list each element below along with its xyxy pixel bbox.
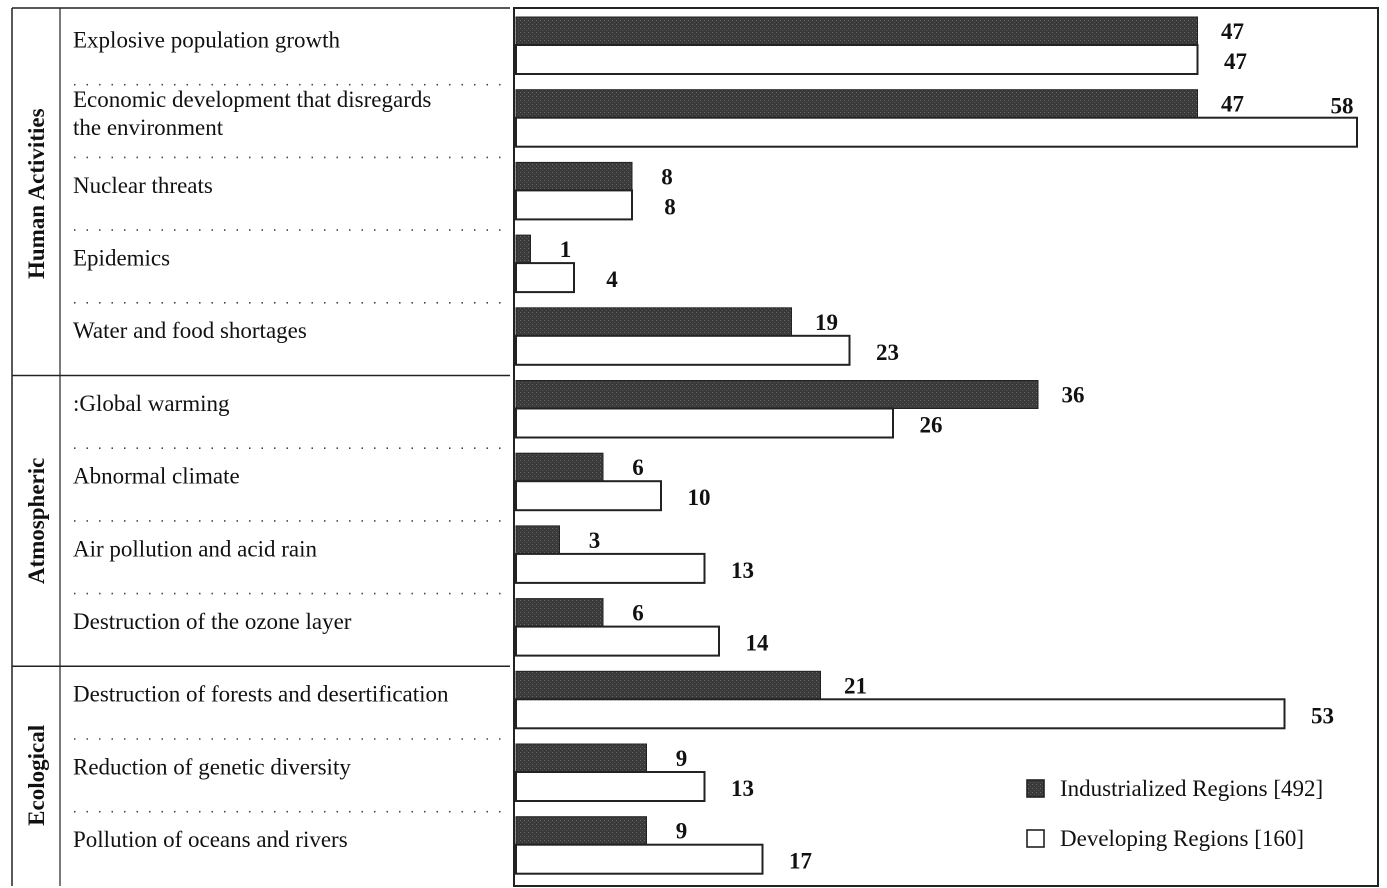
legend-swatch-developing-regions-160 — [1026, 829, 1045, 848]
bar-industrialized-nuclear-threats — [515, 161, 633, 191]
bar-developing-abnormal-climate — [515, 480, 662, 512]
bar-industrialized-air-pollution-and-acid-rain — [515, 525, 560, 555]
bar-industrialized-abnormal-climate — [515, 452, 604, 482]
value-label-developing: 26 — [920, 413, 943, 438]
bar-developing-nuclear-threats — [515, 189, 633, 221]
value-label-developing: 14 — [746, 631, 770, 656]
category-label-water-and-food-shortages: Water and food shortages — [73, 318, 307, 343]
value-label-industrialized: 21 — [844, 673, 867, 698]
bar-developing-epidemics — [515, 262, 575, 294]
value-label-industrialized: 9 — [676, 746, 688, 771]
value-label-industrialized: 3 — [589, 528, 601, 553]
value-label-industrialized: 6 — [632, 455, 644, 480]
chart-frame — [11, 7, 1379, 887]
category-label-destruction-of-forests-and-desertification: Destruction of forests and desertificati… — [73, 682, 449, 707]
value-label-developing: 23 — [876, 340, 899, 365]
value-label-industrialized: 1 — [560, 237, 572, 262]
legend-label-industrialized-regions-492: Industrialized Regions [492] — [1060, 776, 1323, 801]
value-label-industrialized: 9 — [676, 819, 688, 844]
value-label-industrialized: 19 — [815, 310, 838, 335]
bar-developing-destruction-of-forests-and-desertification — [515, 698, 1286, 730]
value-label-developing: 8 — [664, 194, 676, 219]
value-label-developing: 4 — [606, 267, 618, 292]
legend: Industrialized Regions [492] Developing R… — [1026, 776, 1323, 851]
legend-swatch-industrialized-regions-492 — [1026, 779, 1045, 798]
category-label-pollution-of-oceans-and-rivers: Pollution of oceans and rivers — [73, 827, 348, 852]
bar-developing-global-warming — [515, 407, 894, 439]
value-label-industrialized: 36 — [1062, 383, 1085, 408]
bar-industrialized-reduction-of-genetic-diversity — [515, 743, 647, 773]
value-label-developing: 47 — [1224, 49, 1247, 74]
bar-industrialized-destruction-of-the-ozone-layer — [515, 598, 604, 628]
value-label-developing: 10 — [688, 485, 711, 510]
category-labels: Human Activities Explosive population gro… — [24, 27, 449, 852]
value-label-developing: 13 — [731, 558, 754, 583]
bar-developing-destruction-of-the-ozone-layer — [515, 625, 720, 657]
bar-industrialized-economic-development-that-disregards — [515, 89, 1198, 119]
plot-area-border — [513, 7, 1379, 887]
group-label-human-activities: Human Activities — [24, 108, 49, 279]
bar-industrialized-pollution-of-oceans-and-rivers — [515, 816, 647, 846]
category-label-abnormal-climate: Abnormal climate — [73, 464, 240, 489]
group-label-ecological: Ecological — [24, 725, 49, 826]
bar-industrialized-water-and-food-shortages — [515, 307, 792, 337]
bar-developing-reduction-of-genetic-diversity — [515, 771, 706, 802]
category-label-economic-development-that-disregards-line-2: the environment — [73, 115, 224, 140]
category-label-destruction-of-the-ozone-layer: Destruction of the ozone layer — [73, 609, 352, 634]
bar-industrialized-explosive-population-growth — [515, 16, 1198, 46]
value-label-industrialized: 47 — [1221, 92, 1244, 117]
value-label-developing: 58 — [1331, 94, 1354, 119]
category-label-nuclear-threats: Nuclear threats — [73, 173, 213, 198]
bar-developing-explosive-population-growth — [515, 44, 1199, 75]
value-label-developing: 53 — [1311, 703, 1334, 728]
bar-industrialized-global-warming — [515, 380, 1039, 409]
bar-industrialized-destruction-of-forests-and-desertification — [515, 670, 821, 700]
value-label-industrialized: 47 — [1221, 19, 1244, 44]
bar-developing-air-pollution-and-acid-rain — [515, 552, 706, 584]
category-label-epidemics: Epidemics — [73, 245, 170, 270]
category-label-air-pollution-and-acid-rain: Air pollution and acid rain — [73, 536, 317, 561]
value-label-developing: 17 — [789, 849, 812, 874]
bar-industrialized-epidemics — [515, 234, 531, 264]
category-label-reduction-of-genetic-diversity: Reduction of genetic diversity — [73, 754, 351, 779]
bar-developing-water-and-food-shortages — [515, 334, 851, 366]
bar-developing-economic-development-that-disregards — [515, 116, 1358, 148]
legend-label-developing-regions-160: Developing Regions [160] — [1060, 826, 1304, 851]
category-label-economic-development-that-disregards-line-1: Economic development that disregards — [73, 87, 431, 112]
category-label-explosive-population-growth: Explosive population growth — [73, 27, 341, 52]
group-label-atmospheric: Atmospheric — [24, 458, 49, 584]
value-label-industrialized: 6 — [632, 601, 644, 626]
category-label-global-warming: :Global warming — [73, 391, 230, 416]
value-label-industrialized: 8 — [661, 164, 673, 189]
value-label-developing: 13 — [731, 776, 754, 801]
bar-developing-pollution-of-oceans-and-rivers — [515, 843, 764, 875]
